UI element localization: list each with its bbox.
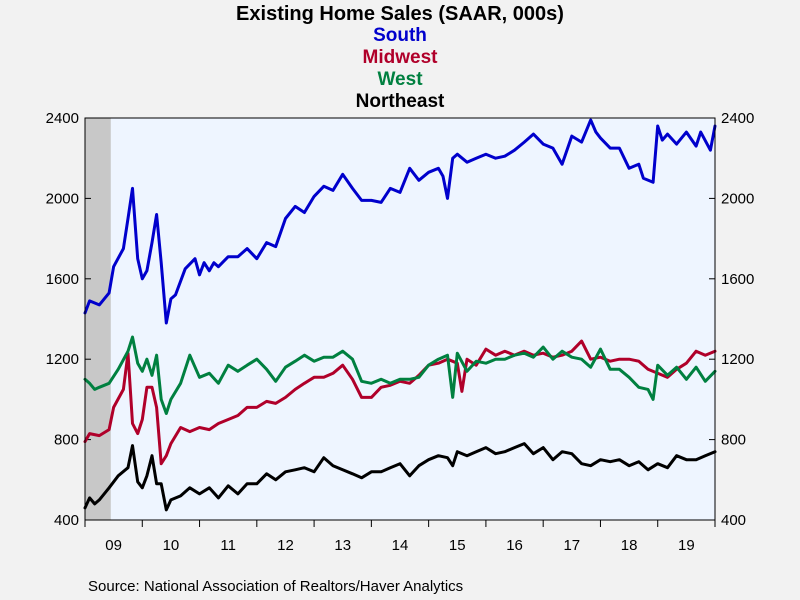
y-tick-label-right: 800: [721, 432, 746, 449]
x-tick-label: 11: [220, 537, 236, 554]
axis-ticks: 400 400 800 800 1200 1200 1600 1600 2000 2000 2400…: [46, 110, 755, 554]
series-line-west: [83, 335, 717, 415]
x-tick-label: 13: [334, 537, 351, 554]
x-tick-label: 10: [163, 537, 180, 554]
x-tick-label: 12: [277, 537, 294, 554]
x-tick-label: 14: [392, 537, 409, 554]
x-tick-label: 18: [621, 537, 638, 554]
series-line-south: [83, 118, 717, 325]
y-tick-label-left: 2000: [46, 190, 79, 207]
plot-area: [85, 118, 715, 520]
plot-border: [84, 117, 716, 521]
y-tick-label-right: 2000: [721, 190, 754, 207]
y-tick-label-left: 400: [54, 512, 79, 529]
series-line-midwest: [83, 339, 717, 466]
recession-shading: [85, 118, 111, 520]
y-tick-label-right: 1200: [721, 351, 754, 368]
x-tick-label: 09: [105, 537, 122, 554]
y-tick-label-left: 2400: [46, 110, 79, 127]
legend-item-south: South: [373, 25, 427, 46]
x-tick-label: 15: [449, 537, 466, 554]
y-tick-label-left: 1600: [46, 271, 79, 288]
source-note: Source: National Association of Realtors…: [88, 578, 463, 595]
series-line-northeast: [83, 442, 717, 512]
legend-item-midwest: Midwest: [363, 47, 439, 68]
chart-title: Existing Home Sales (SAAR, 000s): [236, 3, 564, 25]
y-tick-label-left: 1200: [46, 351, 79, 368]
y-tick-label-left: 800: [54, 432, 79, 449]
y-tick-label-right: 2400: [721, 110, 754, 127]
y-tick-label-right: 1600: [721, 271, 754, 288]
legend-item-northeast: Northeast: [356, 91, 445, 112]
y-tick-label-right: 400: [721, 512, 746, 529]
x-tick-label: 19: [678, 537, 695, 554]
series-lines: [83, 118, 717, 512]
x-tick-label: 16: [506, 537, 523, 554]
x-tick-label: 17: [563, 537, 580, 554]
legend-item-west: West: [377, 69, 423, 90]
